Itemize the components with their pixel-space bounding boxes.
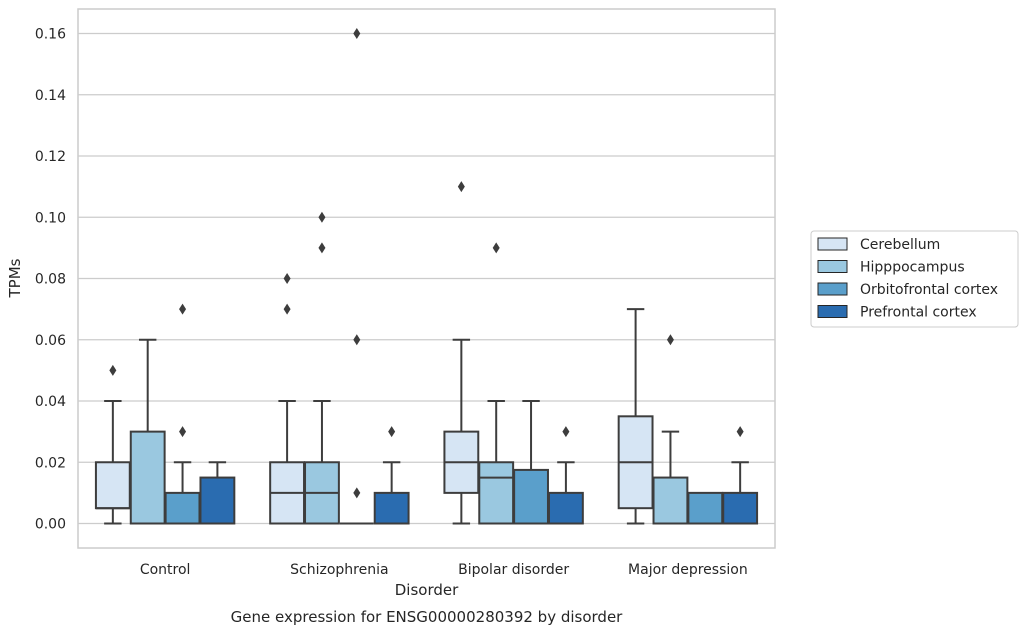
box-cerebellum <box>269 273 306 525</box>
box-hipppocampus <box>129 338 166 525</box>
box-prefrontal-cortex <box>373 426 410 525</box>
y-tick-label: 0.08 <box>35 272 66 288</box>
x-tick-label: Schizophrenia <box>290 562 388 578</box>
x-tick-label: Control <box>140 562 191 578</box>
outlier-point <box>109 364 117 376</box>
outlier-point <box>283 273 291 284</box>
box-cerebellum <box>617 308 654 525</box>
y-tick-label: 0.06 <box>35 333 66 349</box>
y-tick-label: 0.16 <box>35 27 66 43</box>
box-hipppocampus <box>304 211 340 525</box>
box-orbitofrontal-cortex <box>513 400 549 525</box>
legend-frame <box>810 230 1019 328</box>
y-tick-label: 0.00 <box>35 517 66 533</box>
box-cerebellum <box>94 364 131 525</box>
plot-area-frame <box>77 8 776 549</box>
legend-label: Cerebellum <box>860 237 940 253</box>
outlier-point <box>353 334 361 346</box>
outlier-point <box>353 487 361 499</box>
x-axis-title: Disorder <box>395 581 459 599</box>
box-orbitofrontal-cortex <box>164 303 201 525</box>
outlier-point <box>492 242 500 254</box>
outlier-point <box>179 303 187 315</box>
box-prefrontal-cortex <box>547 426 584 525</box>
box-body <box>164 491 201 525</box>
box-body <box>373 491 410 525</box>
outlier-point <box>179 426 187 438</box>
box-cerebellum <box>443 181 480 525</box>
x-tick-label: Major depression <box>628 562 748 578</box>
outlier-point <box>283 303 291 315</box>
outlier-point <box>666 334 674 346</box>
y-tick-labels: 0.00 0.02 0.04 0.06 0.08 0.10 0.12 0.14 0.16 <box>35 27 66 533</box>
box-body <box>547 491 584 525</box>
legend-label: Hipppocampus <box>860 260 965 276</box>
y-gridlines <box>78 32 775 525</box>
x-tick-label: Bipolar disorder <box>458 562 569 578</box>
box-body <box>513 468 549 525</box>
outlier-point <box>457 181 465 193</box>
outlier-point <box>318 211 326 223</box>
box-prefrontal-cortex <box>199 461 236 525</box>
y-tick-label: 0.14 <box>35 88 66 104</box>
box-orbitofrontal-cortex <box>687 491 724 525</box>
x-tick-labels: Control Schizophrenia Bipolar disorder Majo… <box>140 562 748 578</box>
legend-swatch <box>817 237 848 251</box>
box-body <box>129 430 166 525</box>
box-prefrontal-cortex <box>722 426 759 525</box>
outlier-point <box>353 28 361 39</box>
legend-label: Prefrontal cortex <box>860 305 977 321</box>
legend-swatch <box>817 282 848 296</box>
box-body <box>652 476 689 525</box>
legend-swatch <box>817 305 848 318</box>
y-tick-label: 0.10 <box>35 210 66 226</box>
outlier-point <box>736 426 744 438</box>
box-body <box>722 491 759 525</box>
y-tick-label: 0.02 <box>35 455 66 471</box>
outlier-point <box>388 426 396 438</box>
box-body <box>94 461 131 510</box>
legend-swatch <box>817 260 848 273</box>
chart-title: Gene expression for ENSG00000280392 by d… <box>231 608 624 626</box>
outlier-point <box>562 426 570 438</box>
outlier-point <box>318 242 326 254</box>
legend-label: Orbitofrontal cortex <box>860 282 998 298</box>
y-tick-label: 0.04 <box>35 394 66 410</box>
box-hipppocampus <box>478 242 515 525</box>
y-axis-title: TPMs <box>6 258 24 298</box>
box-groups <box>94 28 759 525</box>
box-hipppocampus <box>652 334 689 525</box>
legend: Cerebellum Hipppocampus Orbitofrontal cort… <box>810 230 1019 328</box>
y-tick-label: 0.12 <box>35 149 66 165</box>
box-body <box>478 461 515 525</box>
box-body <box>687 491 724 525</box>
box-orbitofrontal-cortex <box>339 28 374 525</box>
box-body <box>199 476 236 525</box>
